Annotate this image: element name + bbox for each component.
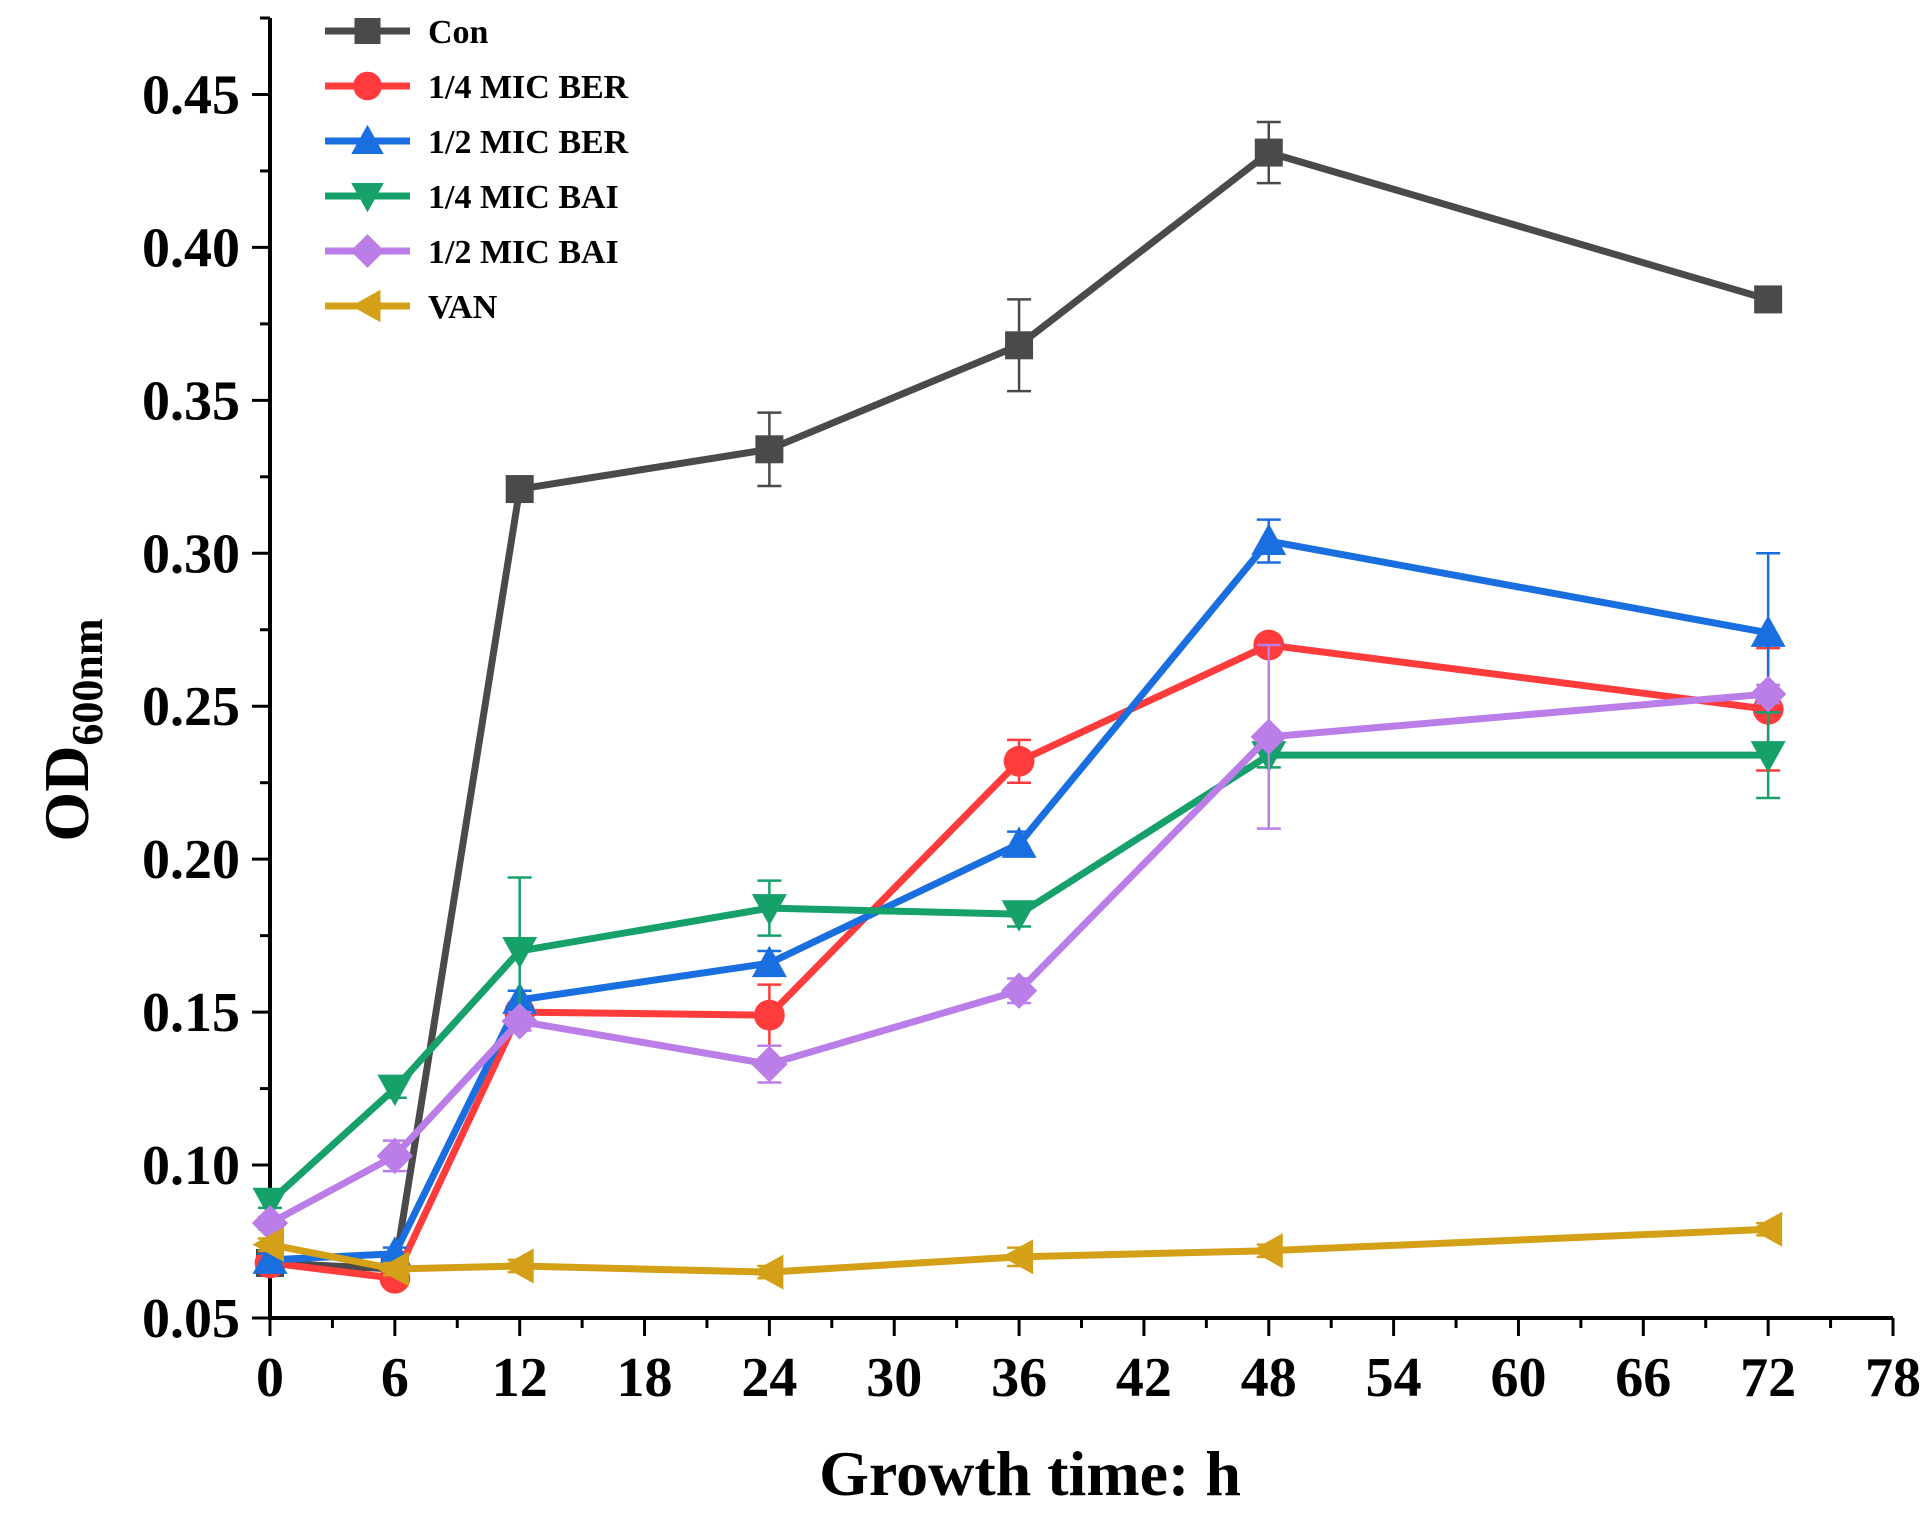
- data-point: [1749, 675, 1787, 713]
- data-point: [1251, 1233, 1283, 1269]
- data-point: [1000, 972, 1038, 1009]
- legend-marker: [351, 183, 384, 213]
- data-point: [1003, 745, 1035, 777]
- data-point: [751, 1254, 784, 1290]
- y-tick-label: 0.25: [142, 676, 240, 738]
- legend-label: VAN: [428, 289, 498, 326]
- legend-label: 1/4 MIC BER: [428, 69, 629, 106]
- y-tick-label: 0.10: [142, 1135, 240, 1197]
- x-tick-label: 12: [492, 1347, 548, 1409]
- x-axis-title: Growth time: h: [819, 1438, 1241, 1509]
- x-tick-label: 48: [1241, 1347, 1297, 1409]
- x-tick-label: 78: [1865, 1347, 1921, 1409]
- data-point: [751, 945, 787, 978]
- y-tick-label: 0.20: [142, 829, 240, 891]
- x-tick-label: 66: [1615, 1347, 1671, 1409]
- x-tick-label: 42: [1116, 1347, 1172, 1409]
- data-point: [1750, 1211, 1783, 1247]
- y-axis-title-subscript: 600nm: [63, 618, 112, 745]
- data-point: [252, 1242, 288, 1274]
- x-tick-label: 72: [1740, 1347, 1796, 1409]
- series-van: [252, 1211, 1783, 1290]
- y-tick-label: 0.30: [142, 523, 240, 585]
- y-axis-title-main: OD: [31, 746, 102, 842]
- legend-item: 1/4 MIC BER: [325, 69, 629, 106]
- data-point: [1250, 718, 1287, 756]
- legend-item: 1/2 MIC BER: [325, 124, 629, 161]
- data-point: [377, 1251, 409, 1287]
- x-tick-label: 54: [1366, 1347, 1422, 1409]
- x-tick-label: 30: [866, 1347, 922, 1409]
- legend-label: 1/2 MIC BER: [428, 124, 629, 161]
- y-axis-title: OD600nm: [31, 618, 112, 841]
- y-axis-ticks: 0.05 0.10 0.15 0.20 0.25 0.30 0.35 0.40 0.45: [142, 16, 270, 1350]
- data-point: [751, 1045, 788, 1083]
- x-tick-label: 18: [617, 1347, 673, 1409]
- data-point: [252, 1187, 288, 1220]
- legend-label: 1/2 MIC BAI: [428, 234, 619, 271]
- x-tick-label: 0: [256, 1347, 284, 1409]
- x-tick-label: 60: [1490, 1347, 1546, 1409]
- legend-label: Con: [428, 14, 489, 51]
- y-tick-label: 0.40: [142, 217, 240, 279]
- legend-item: 1/2 MIC BAI: [325, 234, 619, 271]
- data-point: [1754, 285, 1783, 314]
- data-point: [755, 435, 784, 464]
- data-point: [505, 475, 534, 504]
- legend-item: Con: [325, 14, 489, 51]
- legend-marker: [353, 71, 382, 101]
- y-tick-label: 0.45: [142, 64, 240, 126]
- legend-marker: [354, 18, 381, 44]
- legend: Con 1/4 MIC BER 1/2 MIC BER 1/4 MIC BAI 1/2 …: [325, 14, 629, 326]
- legend-item: 1/4 MIC BAI: [325, 179, 619, 216]
- y-tick-label: 0.05: [142, 1288, 240, 1350]
- legend-marker: [351, 124, 384, 154]
- series-1-2-mic-bai: [251, 643, 1787, 1242]
- x-tick-label: 6: [381, 1347, 409, 1409]
- data-point: [1001, 1239, 1034, 1275]
- x-tick-label: 24: [741, 1347, 797, 1409]
- data-point: [501, 1003, 538, 1040]
- data-point: [1001, 900, 1037, 932]
- y-tick-label: 0.35: [142, 370, 240, 432]
- data-point: [1001, 826, 1037, 858]
- data-point: [1005, 331, 1034, 360]
- data-point: [377, 1074, 413, 1107]
- data-point: [252, 1227, 284, 1263]
- data-point: [502, 936, 538, 969]
- data-point: [1750, 741, 1786, 773]
- legend-marker: [350, 234, 385, 268]
- series-layer: [251, 120, 1787, 1294]
- data-point: [1251, 523, 1287, 556]
- data-point: [502, 1248, 534, 1284]
- legend-item: VAN: [325, 289, 498, 326]
- legend-label: 1/4 MIC BAI: [428, 179, 619, 216]
- series-1-2-mic-ber: [252, 518, 1786, 1274]
- data-point: [376, 1137, 414, 1175]
- data-point: [751, 894, 787, 926]
- data-point: [1750, 615, 1786, 647]
- data-point: [753, 999, 785, 1031]
- x-tick-label: 36: [991, 1347, 1047, 1409]
- x-axis-ticks: 0 6 12 18 24 30 36 42 48 54 60 66 72 78: [256, 1318, 1921, 1409]
- data-point: [1254, 138, 1283, 167]
- legend-marker: [351, 289, 381, 323]
- y-tick-label: 0.15: [142, 982, 240, 1044]
- series-1-4-mic-bai: [252, 711, 1786, 1220]
